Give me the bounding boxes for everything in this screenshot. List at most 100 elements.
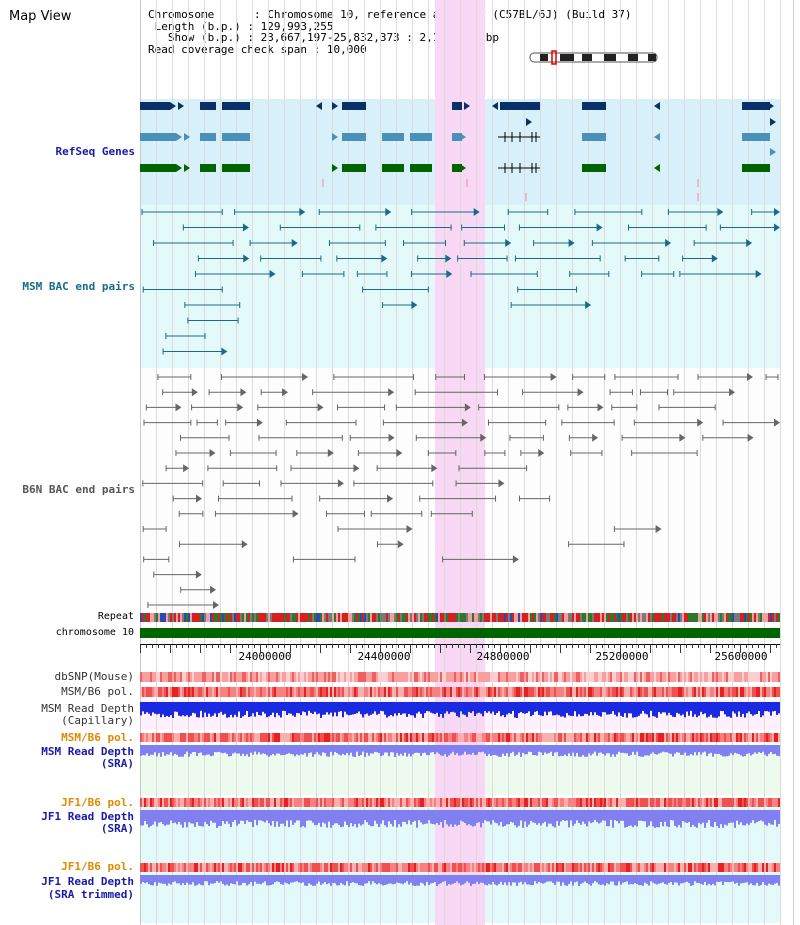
msm-pol-sra-cell — [674, 733, 676, 742]
msm-depth-sra-bar — [280, 745, 282, 756]
dbsnp-cell — [318, 672, 320, 682]
jf1-pol-trim-cell — [716, 863, 718, 872]
msm-depth-cap-bar — [380, 702, 382, 711]
msm-pol-sra-cell — [192, 733, 194, 742]
repeat-segment — [276, 613, 278, 622]
jf1-pol-trim-cell — [374, 863, 376, 872]
jf1-depth-trim-bar — [268, 875, 270, 886]
jf1-depth-trim-bar — [324, 875, 326, 883]
repeat-segment — [208, 613, 210, 622]
jf1-depth-trim-bar — [726, 875, 728, 883]
jf1-depth-bar — [402, 810, 404, 822]
jf1-pol-trim-cell — [690, 863, 692, 872]
msm-depth-cap-bar — [442, 702, 444, 718]
jf1-depth-bar — [508, 810, 510, 825]
jf1-pol-trim-cell — [398, 863, 400, 872]
jf1-depth-bar — [534, 810, 536, 823]
dbsnp-cell — [250, 672, 252, 682]
msm-pol-cell — [350, 687, 352, 697]
msm-depth-cap-bar — [656, 702, 658, 718]
msm-depth-cap-bar — [660, 702, 662, 714]
dbsnp-cell — [644, 672, 646, 682]
dbsnp-cell — [426, 672, 428, 682]
jf1-depth-trim-bar — [684, 875, 686, 883]
jf1-pol-trim-cell — [522, 863, 524, 872]
jf1-pol-cell — [752, 798, 754, 807]
msm-depth-sra-bar — [368, 745, 370, 756]
msm-pol-sra-cell — [566, 733, 568, 742]
jf1-depth-trim-bar — [184, 875, 186, 885]
repeat-segment — [562, 613, 564, 622]
msm-pol-cell — [200, 687, 202, 697]
repeat-segment — [402, 613, 404, 622]
jf1-depth-bar — [752, 810, 754, 821]
msm-pol-cell — [192, 687, 194, 697]
jf1-pol-trim-cell — [512, 863, 514, 872]
dbsnp-cell — [504, 672, 506, 682]
jf1-pol-cell — [352, 798, 354, 807]
refseq-genes-label[interactable]: RefSeq Genes — [55, 145, 135, 158]
msm-depth-sra-bar — [232, 745, 234, 754]
jf1-pol-trim-cell — [756, 863, 758, 872]
jf1-pol-cell — [214, 798, 216, 807]
msm-pol-cell — [480, 687, 482, 697]
msm-pol-sra-cell — [636, 733, 638, 742]
repeat-segment — [548, 613, 550, 622]
dbsnp-cell — [362, 672, 364, 682]
repeat-segment — [464, 613, 466, 622]
bac-pair-arrow — [269, 270, 276, 278]
repeat-segment — [336, 613, 338, 622]
msm-depth-cap-bar — [362, 702, 364, 718]
msm-depth-cap-bar — [314, 702, 316, 712]
jf1-depth-bar — [576, 810, 578, 821]
msm-pol-cell — [730, 687, 732, 697]
msm-depth-sra-bar — [262, 745, 264, 754]
msm-depth-sra-bar — [310, 745, 312, 753]
jf1-depth-trim-bar — [596, 875, 598, 883]
jf1-depth-bar — [244, 810, 246, 824]
msm-pol-cell — [260, 687, 262, 697]
jf1-depth-trim-bar — [550, 875, 552, 882]
bac-pair-arrow — [461, 418, 468, 427]
repeat-segment — [308, 613, 310, 622]
jf1-depth-bar — [476, 810, 478, 823]
msm-pol-cell — [330, 687, 332, 697]
jf1-pol-trim-cell — [216, 863, 218, 872]
jf1-pol-cell — [756, 798, 758, 807]
msm-depth-sra-bar — [568, 745, 570, 754]
jf1-pol-cell — [172, 798, 174, 807]
jf1-pol-trim-cell — [200, 863, 202, 872]
repeat-segment — [528, 613, 530, 622]
msm-pol-cell — [622, 687, 624, 697]
msm-pol-cell — [660, 687, 662, 697]
msm-pol-sra-cell — [498, 733, 500, 742]
gene-exon — [742, 164, 770, 172]
msm-pol-sra-cell — [290, 733, 292, 742]
repeat-segment — [622, 613, 624, 622]
jf1-pol-cell — [596, 798, 598, 807]
msm-pol-sra-cell — [528, 733, 530, 742]
msm-bac-label[interactable]: MSM BAC end pairs — [22, 280, 135, 293]
msm-depth-sra-bar — [332, 745, 334, 756]
dbsnp-cell — [324, 672, 326, 682]
jf1-depth-trim-bar — [188, 875, 190, 885]
jf1-pol-cell — [664, 798, 666, 807]
msm-depth-sra-bar — [322, 745, 324, 753]
repeat-segment — [404, 613, 406, 622]
jf1-pol-trim-cell — [444, 863, 446, 872]
msm-depth-cap-bar — [570, 702, 572, 716]
msm-depth-sra-bar — [488, 745, 490, 755]
jf1-pol-cell — [486, 798, 488, 807]
b6n-bac-label[interactable]: B6N BAC end pairs — [22, 483, 135, 496]
repeat-segment — [690, 613, 692, 622]
jf1-depth-trim-bar — [338, 875, 340, 886]
jf1-depth-bar — [538, 810, 540, 824]
msm-pol-sra-cell — [486, 733, 488, 742]
jf1-depth-trim-bar — [512, 875, 514, 883]
msm-pol-cell — [314, 687, 316, 697]
msm-pol-cell — [568, 687, 570, 697]
jf1-pol-trim-cell — [284, 863, 286, 872]
bac-pair-arrow — [243, 254, 250, 263]
jf1-pol-cell — [186, 798, 188, 807]
